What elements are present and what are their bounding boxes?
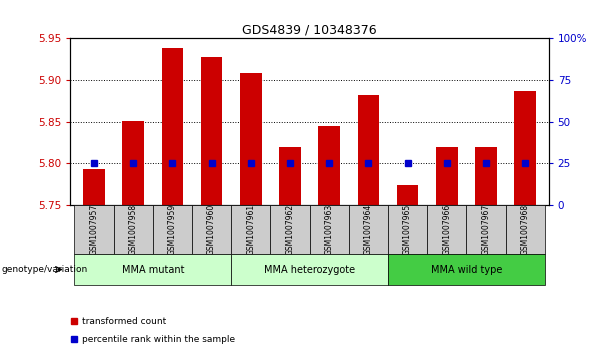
- Bar: [279, 147, 301, 205]
- Bar: [162, 48, 183, 205]
- Text: GSM1007961: GSM1007961: [246, 204, 255, 255]
- Text: transformed count: transformed count: [82, 317, 166, 326]
- Bar: [475, 147, 497, 205]
- Bar: [427, 205, 466, 254]
- Text: genotype/variation: genotype/variation: [1, 265, 88, 274]
- Bar: [466, 205, 506, 254]
- Bar: [310, 205, 349, 254]
- Text: GSM1007967: GSM1007967: [481, 204, 490, 255]
- Bar: [74, 254, 231, 285]
- Bar: [388, 205, 427, 254]
- Text: GSM1007968: GSM1007968: [520, 204, 530, 255]
- Bar: [113, 205, 153, 254]
- Text: MMA wild type: MMA wild type: [431, 265, 502, 274]
- Text: GSM1007964: GSM1007964: [364, 204, 373, 255]
- Text: GSM1007960: GSM1007960: [207, 204, 216, 255]
- Bar: [201, 57, 223, 205]
- Bar: [83, 169, 105, 205]
- Bar: [397, 185, 418, 205]
- Bar: [153, 205, 192, 254]
- Bar: [231, 254, 388, 285]
- Text: GSM1007958: GSM1007958: [129, 204, 138, 255]
- Text: percentile rank within the sample: percentile rank within the sample: [82, 335, 235, 344]
- Bar: [123, 121, 144, 205]
- Bar: [506, 205, 545, 254]
- Bar: [357, 95, 379, 205]
- Bar: [514, 91, 536, 205]
- Bar: [240, 73, 262, 205]
- Text: GSM1007966: GSM1007966: [442, 204, 451, 255]
- Bar: [349, 205, 388, 254]
- Text: GSM1007957: GSM1007957: [89, 204, 99, 255]
- Text: MMA heterozygote: MMA heterozygote: [264, 265, 355, 274]
- Bar: [388, 254, 545, 285]
- Bar: [231, 205, 270, 254]
- Title: GDS4839 / 10348376: GDS4839 / 10348376: [242, 24, 377, 37]
- Bar: [318, 126, 340, 205]
- Bar: [436, 147, 457, 205]
- Text: GSM1007965: GSM1007965: [403, 204, 412, 255]
- Text: MMA mutant: MMA mutant: [121, 265, 184, 274]
- Text: GSM1007962: GSM1007962: [286, 204, 294, 255]
- Text: GSM1007959: GSM1007959: [168, 204, 177, 255]
- Bar: [270, 205, 310, 254]
- Bar: [192, 205, 231, 254]
- Text: GSM1007963: GSM1007963: [325, 204, 333, 255]
- Bar: [74, 205, 113, 254]
